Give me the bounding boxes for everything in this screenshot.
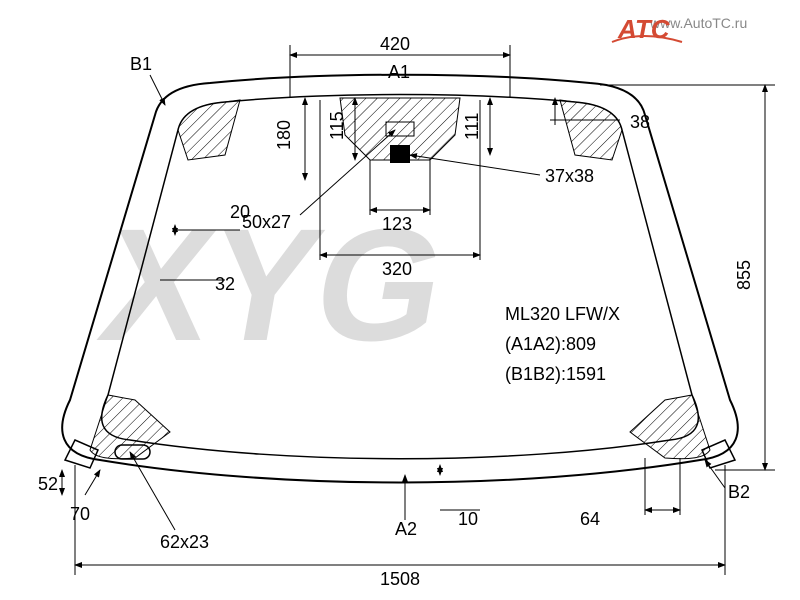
dim-38: 38 (630, 112, 650, 132)
label-B1: B1 (130, 54, 152, 74)
watermark-atc: ATC (617, 14, 671, 44)
dim-10: 10 (458, 509, 478, 529)
label-A1: A1 (388, 62, 410, 82)
dim-left-20: 20 (230, 202, 250, 222)
frit-bottom-left (90, 395, 170, 459)
dim-top-width: 420 (380, 34, 410, 54)
dim-right-height: 855 (734, 260, 754, 290)
dim-37x38: 37x38 (545, 166, 594, 186)
windshield-diagram: XYG 420 A1 B1 855 180 115 111 38 37x38 (0, 0, 800, 600)
arc-A1A2: (A1A2):809 (505, 334, 596, 354)
dim-52: 52 (38, 474, 58, 494)
autotc-watermark: www.AutoTC.ru ATC (612, 14, 747, 44)
dim-62x23: 62x23 (160, 532, 209, 552)
label-A2: A2 (395, 519, 417, 539)
dim-111: 111 (462, 113, 482, 140)
label-B2: B2 (728, 482, 750, 502)
dim-1508: 1508 (380, 569, 420, 589)
frit-bottom-right (630, 395, 710, 459)
dim-320: 320 (382, 259, 412, 279)
part-code: ML320 LFW/X (505, 304, 620, 324)
sensor-block (390, 145, 410, 163)
dim-123: 123 (382, 214, 412, 234)
dim-70: 70 (70, 504, 90, 524)
dim-115: 115 (327, 111, 347, 140)
dim-180: 180 (274, 120, 294, 150)
dim-64: 64 (580, 509, 600, 529)
frit-top-right (560, 100, 622, 160)
frit-top-left (178, 100, 240, 160)
dim-left-32: 32 (215, 274, 235, 294)
arc-B1B2: (B1B2):1591 (505, 364, 606, 384)
